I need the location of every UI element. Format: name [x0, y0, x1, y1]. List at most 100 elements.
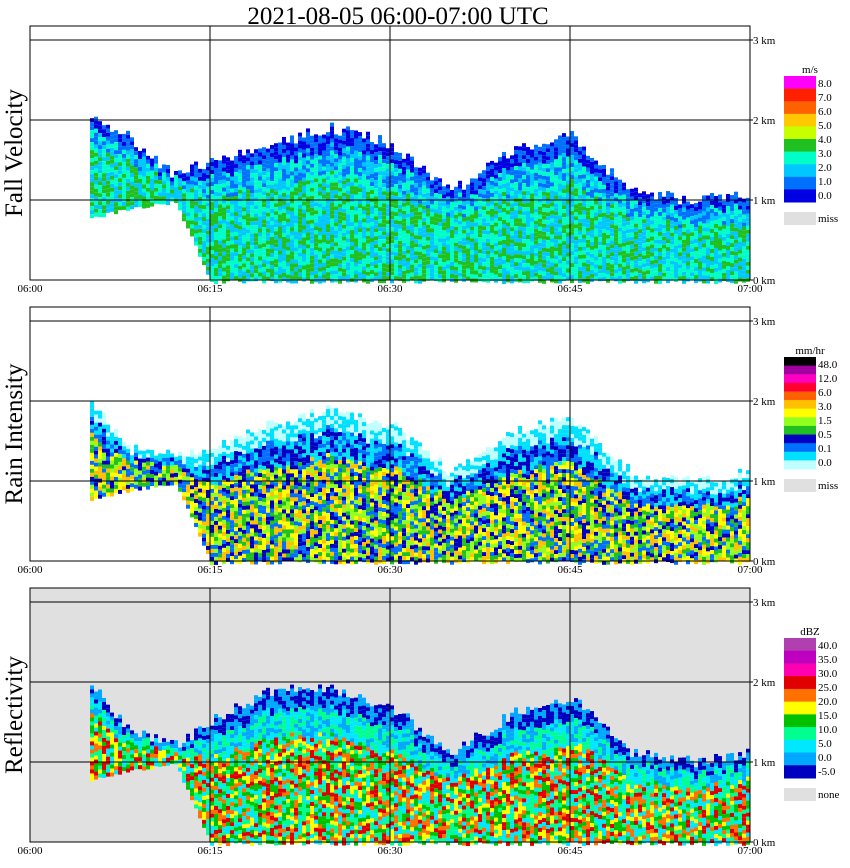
echo-cell	[462, 193, 466, 198]
echo-cell	[534, 184, 538, 189]
echo-cell	[346, 234, 350, 239]
echo-cell	[182, 460, 186, 465]
echo-cell	[686, 261, 690, 266]
echo-cell	[578, 146, 582, 151]
echo-cell	[318, 211, 322, 216]
echo-cell	[582, 278, 586, 283]
echo-cell	[738, 265, 742, 270]
echo-cell	[182, 177, 186, 182]
echo-cell	[102, 209, 106, 214]
echo-cell	[250, 237, 254, 242]
echo-cell	[134, 464, 138, 469]
echo-cell	[102, 432, 106, 437]
echo-cell	[374, 160, 378, 165]
echo-cell	[494, 254, 498, 259]
echo-cell	[442, 270, 446, 275]
echo-cell	[606, 270, 610, 275]
echo-cell	[118, 146, 122, 151]
echo-cell	[350, 262, 354, 267]
echo-cell	[342, 168, 346, 173]
echo-cell	[674, 241, 678, 246]
echo-cell	[134, 191, 138, 196]
echo-cell	[350, 258, 354, 263]
echo-cell	[358, 180, 362, 185]
echo-cell	[626, 229, 630, 234]
echo-cell	[390, 215, 394, 220]
echo-cell	[570, 167, 574, 172]
echo-cell	[554, 247, 558, 252]
echo-cell	[542, 167, 546, 172]
echo-cell	[502, 223, 506, 228]
echo-cell	[518, 170, 522, 175]
echo-cell	[702, 255, 706, 260]
echo-cell	[386, 172, 390, 177]
echo-cell	[198, 528, 202, 533]
echo-cell	[510, 231, 514, 236]
echo-cell	[470, 226, 474, 231]
echo-cell	[234, 220, 238, 225]
echo-cell	[458, 268, 462, 273]
echo-cell	[138, 186, 142, 191]
echo-cell	[630, 212, 634, 217]
echo-cell	[574, 212, 578, 217]
echo-cell	[306, 184, 310, 189]
echo-cell	[202, 181, 206, 186]
echo-cell	[362, 242, 366, 247]
echo-cell	[554, 171, 558, 176]
echo-cell	[110, 436, 114, 441]
echo-cell	[726, 269, 730, 274]
echo-cell	[238, 233, 242, 238]
echo-cell	[666, 231, 670, 236]
echo-cell	[570, 267, 574, 272]
echo-cell	[138, 182, 142, 187]
echo-cell	[242, 203, 246, 208]
echo-cell	[518, 242, 522, 247]
echo-cell	[530, 161, 534, 166]
echo-cell	[302, 261, 306, 266]
echo-cell	[286, 142, 290, 147]
echo-cell	[422, 209, 426, 214]
echo-cell	[366, 199, 370, 204]
echo-cell	[422, 177, 426, 182]
echo-cell	[702, 267, 706, 272]
echo-cell	[354, 158, 358, 163]
echo-cell	[350, 210, 354, 215]
echo-cell	[322, 250, 326, 255]
echo-cell	[554, 259, 558, 264]
echo-cell	[562, 137, 566, 142]
echo-cell	[234, 156, 238, 161]
echo-cell	[318, 167, 322, 172]
echo-cell	[494, 278, 498, 283]
echo-cell	[610, 240, 614, 245]
echo-cell	[586, 167, 590, 172]
echo-cell	[482, 250, 486, 255]
echo-cell	[506, 182, 510, 187]
echo-cell	[354, 238, 358, 243]
echo-cell	[442, 206, 446, 211]
echo-cell	[270, 185, 274, 190]
echo-cell	[718, 278, 722, 283]
echo-cell	[278, 222, 282, 227]
echo-cell	[578, 274, 582, 279]
echo-cell	[734, 271, 738, 276]
echo-cell	[730, 199, 734, 204]
echo-cell	[374, 268, 378, 273]
echo-cell	[286, 262, 290, 267]
echo-cell	[726, 205, 730, 210]
echo-cell	[202, 185, 206, 190]
echo-cell	[290, 159, 294, 164]
echo-cell	[450, 217, 454, 222]
echo-cell	[478, 185, 482, 190]
echo-cell	[474, 270, 478, 275]
echo-cell	[550, 230, 554, 235]
echo-cell	[138, 474, 142, 479]
echo-cell	[426, 188, 430, 193]
echo-cell	[346, 154, 350, 159]
echo-cell	[150, 158, 154, 163]
echo-cell	[338, 195, 342, 200]
echo-cell	[130, 459, 134, 464]
echo-cell	[346, 126, 350, 131]
echo-cell	[474, 266, 478, 271]
echo-cell	[646, 254, 650, 259]
echo-cell	[162, 481, 166, 486]
